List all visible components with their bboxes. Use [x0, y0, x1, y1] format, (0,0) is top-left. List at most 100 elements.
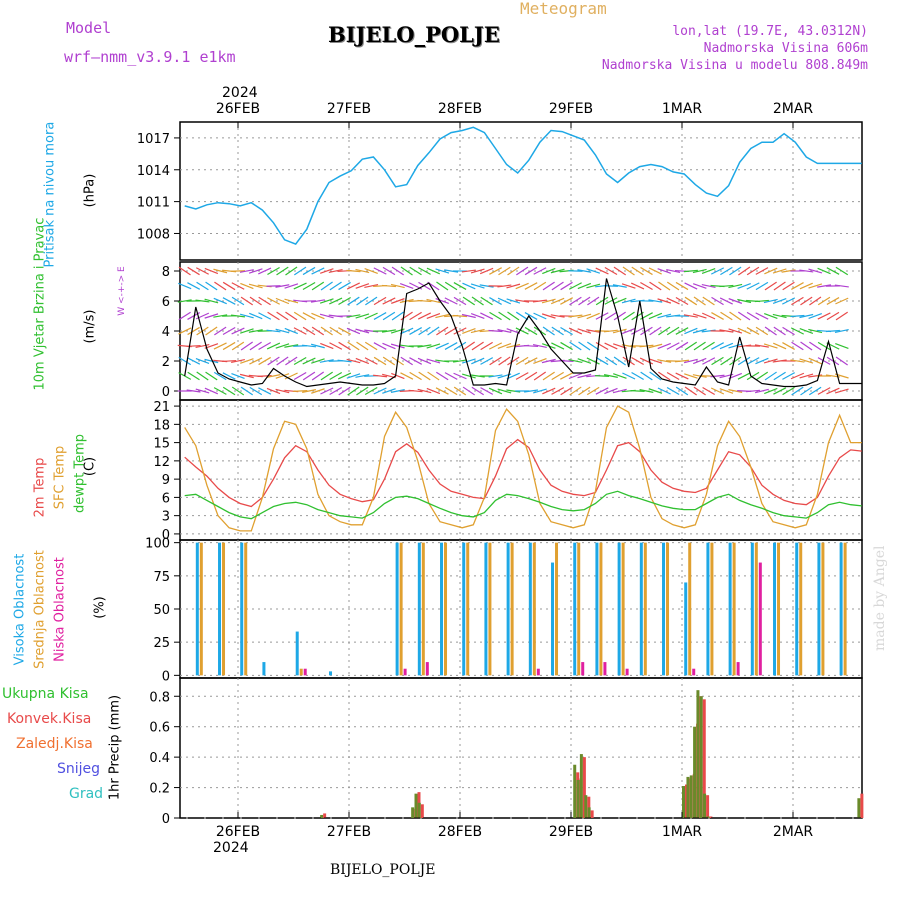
location-title: BIJELO_POLJE: [328, 22, 500, 47]
wind-arrow: [737, 298, 752, 304]
wind-arrow: [568, 314, 583, 318]
total-precip-bar: [584, 795, 588, 818]
high-cloud-bar: [817, 542, 821, 676]
wind-arrow: [417, 299, 432, 303]
wind-arrow: [346, 269, 361, 273]
wind-arrow: [248, 283, 263, 289]
wind-arrow: [649, 326, 662, 336]
wind-arrow: [551, 371, 564, 381]
y-tick-label: 0: [162, 669, 170, 684]
wind-arrow: [568, 270, 583, 272]
wind-arrow: [790, 314, 805, 318]
wind-arrow: [338, 386, 351, 396]
wind-arrow: [195, 299, 210, 303]
temp2m-line: [184, 438, 862, 508]
wind-arrow: [213, 371, 227, 381]
wind-arrow: [435, 268, 450, 274]
wind-arrow: [541, 298, 556, 304]
wind-arrow: [470, 268, 485, 274]
wind-arrow: [381, 284, 396, 288]
wind-arrow: [178, 356, 192, 366]
wind-arrow: [470, 328, 485, 334]
wind-arrow: [692, 328, 707, 334]
wind-arrow: [587, 341, 600, 351]
wind-arrow: [177, 299, 192, 303]
wind-arrow: [231, 386, 245, 396]
high-cloud-bar: [773, 542, 777, 676]
y-tick-label: 1011: [137, 196, 170, 211]
wind-arrow: [666, 371, 680, 381]
wind-arrow: [773, 281, 786, 291]
wind-arrow: [826, 387, 840, 395]
y-tick-label: 0.6: [149, 721, 170, 736]
wind-arrow: [409, 371, 422, 381]
wind-arrow: [240, 358, 254, 364]
wind-arrow: [400, 327, 414, 335]
wind-arrow: [453, 282, 467, 290]
wind-arrow: [418, 267, 431, 275]
wind-arrow: [532, 343, 547, 349]
wind-arrow: [782, 297, 796, 305]
wind-arrow: [213, 314, 228, 318]
wind-arrow: [542, 387, 556, 395]
wind-arrow: [507, 356, 520, 366]
wind-arrow: [772, 298, 787, 304]
wind-arrow: [781, 269, 796, 273]
wind-arrow: [355, 313, 370, 319]
wind-arrow: [729, 266, 742, 276]
total-precip-bar: [579, 754, 583, 818]
wind-arrow: [675, 297, 689, 305]
conv-precip-bar: [590, 810, 594, 818]
wind-arrow: [249, 296, 262, 306]
wind-arrow: [595, 267, 609, 275]
wind-arrow: [373, 342, 387, 350]
wind-arrow: [390, 343, 405, 349]
mid-cloud-bar: [532, 542, 536, 676]
wind-arrow: [533, 371, 547, 381]
wind-arrow: [684, 341, 698, 351]
wind-arrow: [693, 357, 707, 365]
wind-arrow: [595, 356, 609, 366]
wind-arrow: [178, 266, 191, 276]
y-tick-label: 0: [162, 812, 170, 827]
wind-arrow: [249, 386, 263, 396]
y-tick-label: 18: [153, 418, 170, 433]
y-tick-label: 1017: [137, 132, 170, 147]
wind-arrow: [462, 296, 476, 306]
high-cloud-bar: [240, 542, 244, 676]
wind-arrow: [276, 356, 289, 366]
precip-frz-label: Zaledj.Kisa: [16, 736, 93, 752]
wind-arrow: [738, 266, 751, 276]
wind-arrow: [613, 266, 627, 276]
wind-arrow: [773, 342, 787, 350]
wind-arrow: [240, 386, 254, 396]
mid-cloud-bar: [466, 542, 470, 676]
wind-arrow: [222, 372, 236, 380]
conv-precip-bar: [323, 813, 327, 818]
wind-arrow: [551, 326, 564, 336]
panel-frame: [179, 121, 863, 261]
wind-arrow: [631, 266, 644, 276]
mid-cloud-bar: [599, 542, 603, 676]
wind-arrow: [267, 297, 280, 305]
wind-arrow: [329, 371, 343, 381]
wind-arrow: [791, 282, 804, 290]
wind-arrow: [622, 372, 636, 380]
wind-arrow: [356, 341, 369, 351]
wind-arrow: [187, 266, 200, 276]
high-cloud-bar: [750, 542, 754, 676]
wind-arrow: [285, 356, 298, 366]
wind-arrow: [533, 312, 547, 320]
wind-arrow: [444, 342, 458, 350]
wind-arrow: [311, 312, 325, 320]
wind-arrow: [577, 373, 592, 379]
wind-arrow: [550, 314, 565, 318]
wind-arrow: [222, 327, 236, 335]
wind-arrow: [532, 299, 547, 303]
wind-arrow: [603, 374, 618, 378]
total-precip-bar: [320, 814, 324, 818]
wind-arrow: [640, 282, 653, 290]
wind-arrow: [338, 341, 351, 351]
total-precip-bar: [699, 696, 703, 818]
